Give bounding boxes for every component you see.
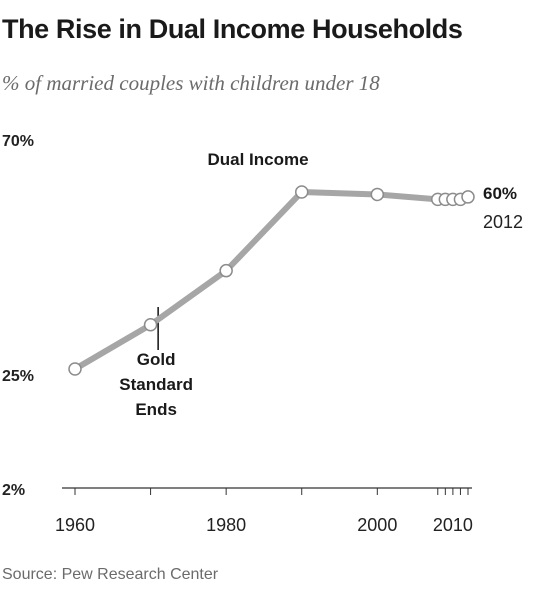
annotation-text-line: Ends — [135, 400, 177, 419]
data-point — [461, 190, 475, 204]
source-note: Source: Pew Research Center — [2, 566, 219, 583]
series-layer — [68, 185, 475, 376]
data-point — [219, 263, 233, 278]
annotation-text-line: Gold — [137, 350, 176, 369]
data-point — [370, 187, 385, 202]
axis-layer: 1960 1980 2000 2010 70% 25% 2% — [2, 133, 473, 535]
line-chart: 1960 1980 2000 2010 70% 25% 2% Dual Income Gold… — [2, 133, 523, 535]
annotation-text-line: Standard — [119, 375, 193, 394]
y-tick-label: 25% — [2, 368, 34, 385]
y-tick-label: 2% — [2, 482, 25, 499]
data-point — [143, 318, 158, 332]
data-point — [294, 185, 309, 199]
series-line-dual-income — [72, 189, 471, 372]
end-year-label: 2012 — [483, 212, 523, 232]
end-value-label: 60% — [483, 184, 517, 203]
x-tick-label: 2000 — [357, 515, 397, 535]
label-layer: Dual Income Gold Standard Ends 60% 2012 — [119, 150, 523, 419]
x-tick-label: 2010 — [433, 515, 473, 535]
series-label: Dual Income — [207, 150, 308, 169]
chart-title: The Rise in Dual Income Households — [2, 14, 463, 44]
chart-subtitle: % of married couples with children under… — [2, 71, 380, 95]
data-point — [68, 362, 82, 376]
x-tick-label: 1960 — [55, 515, 95, 535]
y-tick-label: 70% — [2, 133, 34, 150]
x-tick-label: 1980 — [206, 515, 246, 535]
